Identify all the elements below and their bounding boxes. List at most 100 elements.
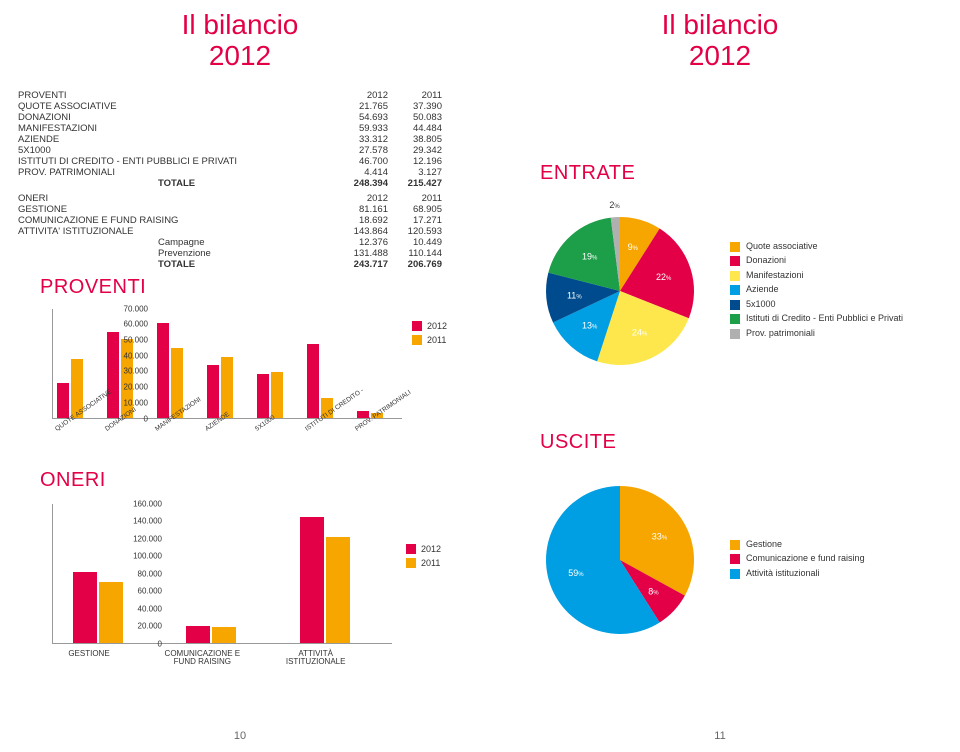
pt-total-c2: 215.427 [388, 178, 442, 189]
subrow-label: Prevenzione [18, 248, 334, 259]
table-row: ATTIVITA' ISTITUZIONALE143.864120.593 [18, 226, 442, 237]
ytick: 40.000 [114, 604, 162, 613]
legend2-swatch-2011 [406, 558, 416, 568]
legend-swatch [730, 554, 740, 564]
uscite-pie-wrap: 33%8%59% GestioneComunicazione e fund ra… [520, 460, 960, 660]
row-c1: 59.933 [334, 123, 388, 134]
subrow-c2: 10.449 [388, 237, 442, 248]
ytick: 0 [114, 639, 162, 648]
left-page: Il bilancio 2012 PROVENTI 2012 2011 QUOT… [0, 0, 480, 752]
table-row: COMUNICAZIONE E FUND RAISING18.69217.271 [18, 215, 442, 226]
ot-th-label: ONERI [18, 193, 334, 204]
entrate-legend: Quote associativeDonazioniManifestazioni… [730, 240, 903, 342]
bar-2012 [207, 365, 219, 417]
legend2-2012: 2012 [421, 544, 441, 554]
xlabel: ATTIVITÀ ISTITUZIONALE [271, 650, 361, 668]
title-r-line2: 2012 [480, 41, 960, 72]
th-2011: 2011 [388, 90, 442, 101]
legend-swatch [730, 540, 740, 550]
ot-th-2012: 2012 [334, 193, 388, 204]
legend-label: Attività istituzionali [746, 567, 820, 581]
ot-th-2011: 2011 [388, 193, 442, 204]
legend-2012: 2012 [427, 321, 447, 331]
row-c1: 33.312 [334, 134, 388, 145]
row-label: ISTITUTI DI CREDITO - ENTI PUBBLICI E PR… [18, 156, 334, 167]
bar-2012 [57, 383, 69, 417]
ytick: 60.000 [114, 587, 162, 596]
subrow-c2: 110.144 [388, 248, 442, 259]
right-page: Il bilancio 2012 ENTRATE 9%22%24%13%11%1… [480, 0, 960, 752]
legend-label: 5x1000 [746, 298, 776, 312]
row-c1: 143.864 [334, 226, 388, 237]
legend-label: Aziende [746, 283, 779, 297]
legend-row: Aziende [730, 283, 903, 297]
legend-row: Prov. patrimoniali [730, 327, 903, 341]
table-row: DONAZIONI54.69350.083 [18, 112, 442, 123]
row-label: QUOTE ASSOCIATIVE [18, 101, 334, 112]
table-subrow: Campagne12.37610.449 [18, 237, 442, 248]
legend-swatch [730, 271, 740, 281]
page-num-left: 10 [234, 730, 246, 742]
xlabel: COMUNICAZIONE E FUND RAISING [157, 650, 247, 668]
row-c2: 120.593 [388, 226, 442, 237]
legend-swatch-2012 [412, 321, 422, 331]
bar-2011 [212, 627, 236, 642]
ot-total-c2: 206.769 [388, 259, 442, 270]
oneri-barchart: 160.000140.000120.000100.00080.00060.000… [6, 494, 462, 684]
bar-2012 [73, 572, 97, 643]
title-line1: Il bilancio [182, 9, 299, 40]
uscite-legend: GestioneComunicazione e fund raisingAtti… [730, 538, 865, 582]
ytick: 100.000 [114, 552, 162, 561]
pie-pct-label: 2% [609, 200, 620, 210]
legend-2011: 2011 [427, 335, 446, 345]
row-c2: 50.083 [388, 112, 442, 123]
legend-swatch [730, 314, 740, 324]
row-c2: 12.196 [388, 156, 442, 167]
table-row: 5X100027.57829.342 [18, 145, 442, 156]
legend-row: 5x1000 [730, 298, 903, 312]
legend-swatch [730, 329, 740, 339]
table-row: AZIENDE33.31238.805 [18, 134, 442, 145]
row-label: ATTIVITA' ISTITUZIONALE [18, 226, 334, 237]
ytick: 140.000 [114, 517, 162, 526]
title-right: Il bilancio 2012 [480, 10, 960, 72]
ytick: 40.000 [108, 351, 148, 360]
legend2-2011: 2011 [421, 558, 440, 568]
row-c1: 18.692 [334, 215, 388, 226]
bar-2011 [221, 357, 233, 418]
legend-swatch [730, 256, 740, 266]
ot-total-label: TOTALE [18, 259, 334, 270]
ytick: 60.000 [108, 320, 148, 329]
legend-row: Attività istituzionali [730, 567, 865, 581]
ytick: 30.000 [108, 367, 148, 376]
ot-total-c1: 243.717 [334, 259, 388, 270]
table-subrow: Prevenzione131.488110.144 [18, 248, 442, 259]
uscite-pie: 33%8%59% [520, 460, 720, 660]
ytick: 80.000 [114, 569, 162, 578]
row-c2: 37.390 [388, 101, 442, 112]
table-row: QUOTE ASSOCIATIVE21.76537.390 [18, 101, 442, 112]
row-label: 5X1000 [18, 145, 334, 156]
table-row: MANIFESTAZIONI59.93344.484 [18, 123, 442, 134]
entrate-pie-wrap: 9%22%24%13%11%19%2% Quote associativeDon… [520, 191, 960, 391]
table-row: GESTIONE81.16168.905 [18, 204, 442, 215]
legend-swatch [730, 242, 740, 252]
legend-label: Prov. patrimoniali [746, 327, 815, 341]
pt-total-label: TOTALE [18, 178, 334, 189]
legend-label: Manifestazioni [746, 269, 804, 283]
ytick: 120.000 [114, 534, 162, 543]
bar-2012 [307, 344, 319, 417]
row-c1: 27.578 [334, 145, 388, 156]
row-c2: 29.342 [388, 145, 442, 156]
ytick: 10.000 [108, 398, 148, 407]
legend-row: Istituti di Credito - Enti Pubblici e Pr… [730, 312, 903, 326]
th-label: PROVENTI [18, 90, 334, 101]
title-left: Il bilancio 2012 [0, 10, 480, 72]
entrate-heading: ENTRATE [540, 162, 960, 185]
pt-total-c1: 248.394 [334, 178, 388, 189]
row-label: COMUNICAZIONE E FUND RAISING [18, 215, 334, 226]
row-c1: 21.765 [334, 101, 388, 112]
table-row: PROV. PATRIMONIALI4.4143.127 [18, 167, 442, 178]
ytick: 70.000 [108, 304, 148, 313]
ytick: 20.000 [108, 383, 148, 392]
